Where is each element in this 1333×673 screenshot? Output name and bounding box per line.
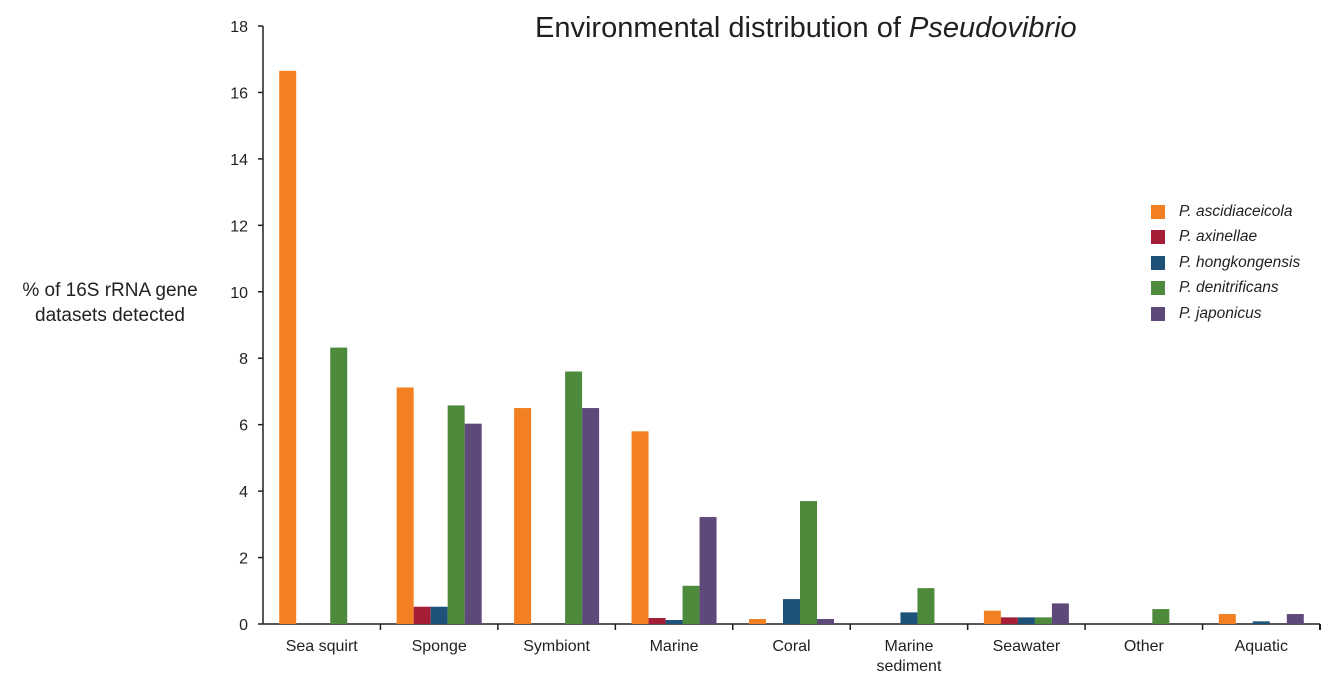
legend-swatch [1151, 204, 1165, 219]
legend-swatch [1151, 306, 1165, 321]
y-tick-label: 10 [230, 285, 248, 302]
bar [1051, 603, 1069, 624]
x-tick-label: Sponge [412, 638, 467, 655]
bar [817, 619, 834, 624]
legend-item: P. denitrificans [1151, 276, 1300, 302]
legend-label: P. japonicus [1179, 304, 1262, 322]
x-tick-label: Aquatic [1235, 638, 1288, 655]
x-tick-label: Seawater [993, 638, 1061, 655]
legend-swatch [1151, 230, 1165, 245]
legend-swatch [1151, 255, 1165, 270]
legend-item: P. hongkongensis [1151, 250, 1300, 276]
bar [699, 517, 717, 624]
legend-label: P. ascidiaceicola [1179, 202, 1293, 220]
y-axis-label-line2: datasets detected [35, 305, 185, 326]
bar [783, 599, 800, 624]
x-tick-label: Coral [772, 638, 810, 655]
legend-label: P. axinellae [1179, 228, 1258, 246]
bar [900, 612, 918, 624]
bar [413, 606, 431, 624]
bar [682, 585, 700, 624]
bar [396, 387, 414, 624]
bar [1218, 614, 1236, 624]
bar [430, 606, 448, 624]
legend: P. ascidiaceicola P. axinellae P. hongkong… [1151, 199, 1300, 327]
y-tick-label: 2 [239, 551, 248, 568]
legend-item: P. axinellae [1151, 225, 1300, 251]
bar [1252, 621, 1270, 624]
legend-label: P. denitrificans [1179, 279, 1279, 297]
chart-title: Environmental distribution of Pseudovibr… [535, 12, 1077, 44]
y-axis-label-line1: % of 16S rRNA gene [22, 280, 198, 301]
bar [1286, 614, 1304, 624]
bar [279, 70, 297, 625]
bar [1000, 617, 1018, 624]
bar [565, 371, 583, 624]
legend-label: P. hongkongensis [1179, 253, 1301, 271]
x-tick-label: Sea squirt [286, 638, 359, 655]
bar [464, 423, 482, 624]
bar [749, 619, 766, 624]
bar [631, 431, 649, 624]
legend-item: P. ascidiaceicola [1151, 199, 1300, 225]
x-tick-label: Marine [884, 638, 933, 655]
y-tick-label: 18 [230, 19, 248, 36]
x-tick-label: Symbiont [523, 638, 590, 655]
legend-swatch [1151, 281, 1165, 296]
y-tick-label: 0 [239, 617, 248, 634]
bar [447, 405, 465, 624]
x-tick-label: sediment [876, 658, 941, 673]
bar [514, 408, 532, 624]
bar [983, 610, 1001, 624]
y-axis-label: % of 16S rRNA gene datasets detected [4, 278, 216, 328]
bar [800, 501, 817, 624]
bar [648, 618, 666, 624]
y-tick-label: 16 [230, 85, 248, 102]
bar [330, 347, 348, 624]
bar [665, 620, 683, 624]
x-tick-label: Other [1124, 638, 1165, 655]
bar [1017, 617, 1035, 624]
y-tick-label: 4 [239, 484, 248, 501]
y-tick-label: 6 [239, 418, 248, 435]
y-tick-label: 12 [230, 218, 248, 235]
bar [917, 588, 935, 624]
legend-item: P. japonicus [1151, 301, 1300, 327]
y-tick-label: 14 [230, 152, 248, 169]
x-tick-label: Marine [650, 638, 699, 655]
bar [582, 408, 600, 624]
bar [1034, 617, 1052, 624]
y-tick-label: 8 [239, 351, 248, 368]
bar [1152, 609, 1170, 624]
